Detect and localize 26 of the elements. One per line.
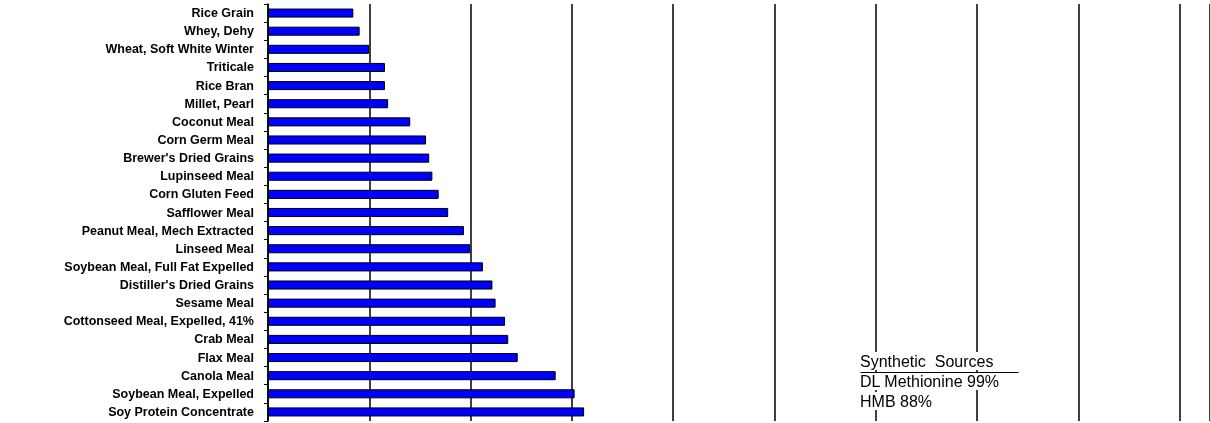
y-tick-label: Soybean Meal, Expelled <box>112 386 254 401</box>
y-tick-label: Flax Meal <box>197 350 254 365</box>
y-tick-label: Rice Bran <box>195 78 254 93</box>
y-tick-label: Peanut Meal, Mech Extracted <box>81 223 254 238</box>
y-tick-label: Corn Gluten Feed <box>149 187 254 202</box>
text: DL Methionine 99% <box>860 372 1000 390</box>
y-tick-label: Distiller's Dried Grains <box>119 278 255 293</box>
text: Synthetic Sources <box>860 352 994 370</box>
y-tick-label: Safflower Meal <box>166 205 254 220</box>
y-tick-label: Soybean Meal, Full Fat Expelled <box>64 259 254 274</box>
y-tick-label: Sesame Meal <box>175 296 254 311</box>
y-tick-label: Soy Protein Concentrate <box>108 404 255 419</box>
y-tick-label: Crab Meal <box>194 332 254 347</box>
y-tick-label: Rice Grain <box>191 6 254 21</box>
y-tick-label: Cottonseed Meal, Expelled, 41% <box>63 314 254 329</box>
y-tick-label: Millet, Pearl <box>184 96 254 111</box>
y-tick-label: Triticale <box>206 60 255 75</box>
y-tick-label: Canola Meal <box>181 368 254 383</box>
y-tick-label: Coconut Meal <box>172 114 254 129</box>
y-tick-label: Corn Germ Meal <box>157 132 254 147</box>
y-tick-label: Brewer's Dried Grains <box>123 151 255 166</box>
y-tick-label: Linseed Meal <box>175 241 254 256</box>
text: HMB 88% <box>860 392 933 410</box>
y-tick-label: Lupinseed Meal <box>160 169 254 184</box>
y-tick-label: Wheat, Soft White Winter <box>105 42 255 57</box>
y-tick-label: Whey, Dehy <box>184 24 255 39</box>
